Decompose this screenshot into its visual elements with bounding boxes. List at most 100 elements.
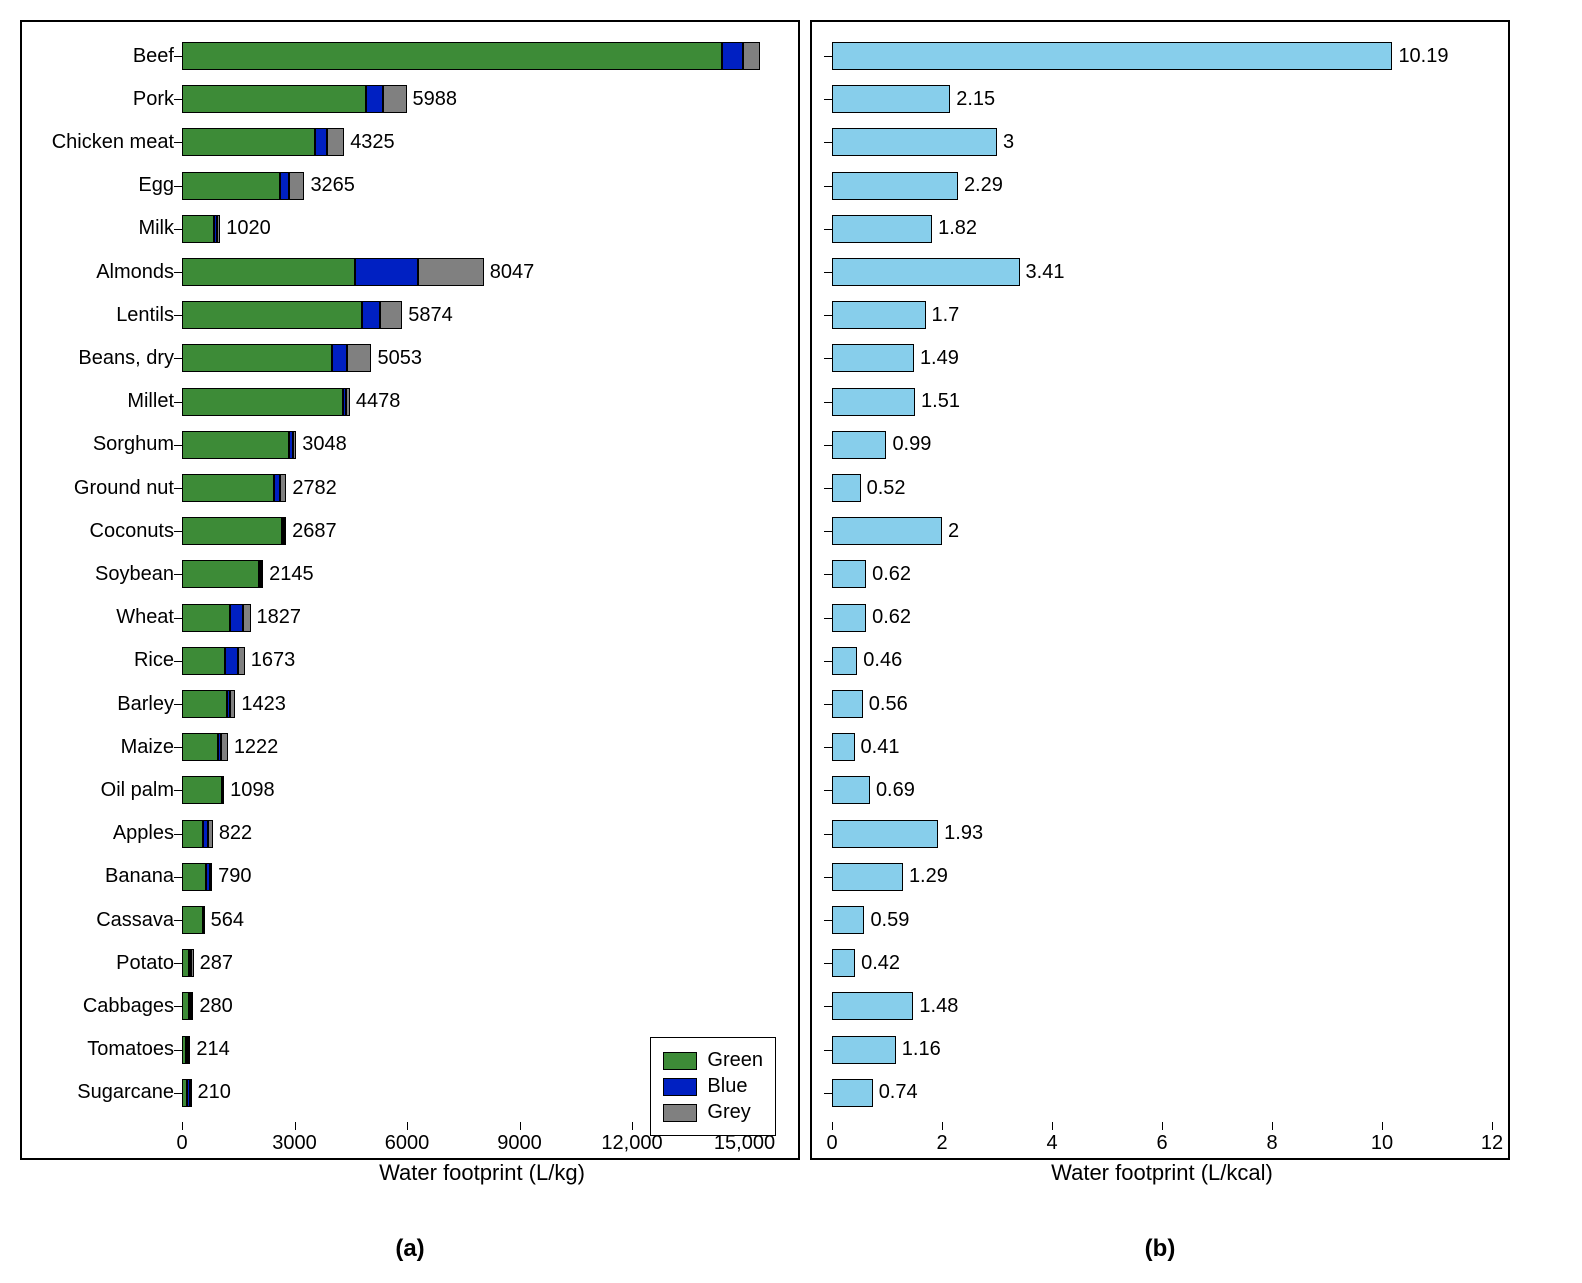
value-label: 0.62 bbox=[872, 606, 911, 629]
x-tick bbox=[832, 1122, 833, 1130]
y-tick bbox=[174, 99, 182, 100]
x-tick bbox=[1052, 1122, 1053, 1130]
bar-row: Tomatoes214 bbox=[182, 1036, 230, 1064]
bar-row: Soybean2145 bbox=[182, 560, 314, 588]
bar-segment-grey bbox=[210, 863, 212, 891]
bar-segment-grey bbox=[230, 690, 235, 718]
y-tick bbox=[174, 56, 182, 57]
bar-segment-green bbox=[182, 733, 218, 761]
bar bbox=[832, 301, 926, 329]
bar-row: 0.69 bbox=[832, 776, 915, 804]
bar-row: 0.62 bbox=[832, 560, 911, 588]
category-label: Potato bbox=[116, 952, 174, 975]
bar-segment-green bbox=[182, 258, 355, 286]
bar-row: Sorghum3048 bbox=[182, 431, 347, 459]
y-tick bbox=[174, 445, 182, 446]
bar-segment-grey bbox=[346, 388, 350, 416]
y-tick bbox=[174, 1093, 182, 1094]
x-tick-label: 0 bbox=[826, 1132, 837, 1155]
y-tick bbox=[824, 1093, 832, 1094]
bar-row: 1.93 bbox=[832, 820, 983, 848]
bar-segment-grey bbox=[190, 1079, 192, 1107]
bar-segment-green bbox=[182, 820, 203, 848]
bar-row: 2 bbox=[832, 517, 959, 545]
bar bbox=[832, 906, 864, 934]
y-tick bbox=[824, 272, 832, 273]
column-a: BeefPork5988Chicken meat4325Egg3265Milk1… bbox=[20, 20, 800, 1263]
value-label: 2.15 bbox=[956, 88, 995, 111]
bar-row: 0.56 bbox=[832, 690, 908, 718]
y-tick bbox=[824, 747, 832, 748]
bar bbox=[832, 820, 938, 848]
legend-label: Green bbox=[707, 1049, 763, 1072]
bar-row: 1.48 bbox=[832, 992, 958, 1020]
bar-segment-green bbox=[182, 431, 289, 459]
bar bbox=[832, 604, 866, 632]
legend-label: Blue bbox=[707, 1075, 747, 1098]
bar-segment-grey bbox=[280, 474, 287, 502]
value-label: 287 bbox=[200, 952, 233, 975]
category-label: Coconuts bbox=[90, 520, 175, 543]
x-tick-label: 10 bbox=[1371, 1132, 1393, 1155]
bar-row: Barley1423 bbox=[182, 690, 286, 718]
bar bbox=[832, 128, 997, 156]
y-tick bbox=[824, 56, 832, 57]
y-tick bbox=[824, 877, 832, 878]
value-label: 1.82 bbox=[938, 217, 977, 240]
bar-segment-blue bbox=[315, 128, 327, 156]
x-tick bbox=[1382, 1122, 1383, 1130]
bar-segment-green bbox=[182, 301, 362, 329]
bar-row: Millet4478 bbox=[182, 388, 400, 416]
bar-row: Almonds8047 bbox=[182, 258, 534, 286]
y-tick bbox=[174, 142, 182, 143]
bar-segment-green bbox=[182, 949, 189, 977]
x-tick bbox=[295, 1122, 296, 1130]
bar-segment-grey bbox=[238, 647, 245, 675]
bar-row: Egg3265 bbox=[182, 172, 355, 200]
bar-row: Maize1222 bbox=[182, 733, 278, 761]
bar bbox=[832, 388, 915, 416]
value-label: 4325 bbox=[350, 131, 395, 154]
bar-segment-grey bbox=[383, 85, 407, 113]
category-label: Rice bbox=[134, 649, 174, 672]
value-label: 790 bbox=[218, 865, 251, 888]
bar-row: Apples822 bbox=[182, 820, 252, 848]
y-tick bbox=[174, 315, 182, 316]
y-tick bbox=[824, 99, 832, 100]
y-tick bbox=[824, 1006, 832, 1007]
category-label: Millet bbox=[127, 390, 174, 413]
x-axis-label: Water footprint (L/kg) bbox=[379, 1160, 585, 1186]
value-label: 3.41 bbox=[1026, 261, 1065, 284]
y-tick bbox=[174, 229, 182, 230]
bar-segment-green bbox=[182, 388, 343, 416]
plot-area-b: 10.192.1532.291.823.411.71.491.510.990.5… bbox=[832, 42, 1492, 1122]
y-tick bbox=[824, 574, 832, 575]
value-label: 5988 bbox=[413, 88, 458, 111]
subtitle-a: (a) bbox=[20, 1235, 800, 1263]
value-label: 2 bbox=[948, 520, 959, 543]
bar-segment-green bbox=[182, 647, 225, 675]
figure-container: BeefPork5988Chicken meat4325Egg3265Milk1… bbox=[20, 20, 1562, 1263]
x-tick bbox=[1492, 1122, 1493, 1130]
bar-row: 2.29 bbox=[832, 172, 1003, 200]
x-tick-label: 6000 bbox=[385, 1132, 430, 1155]
bar-segment-grey bbox=[208, 820, 213, 848]
bar-row: 1.82 bbox=[832, 215, 977, 243]
y-tick bbox=[174, 963, 182, 964]
value-label: 8047 bbox=[490, 261, 535, 284]
legend-row: Green bbox=[663, 1049, 763, 1072]
bar bbox=[832, 85, 950, 113]
y-tick bbox=[824, 834, 832, 835]
category-label: Soybean bbox=[95, 563, 174, 586]
value-label: 0.74 bbox=[879, 1081, 918, 1104]
bar-segment-green bbox=[182, 604, 230, 632]
bar-row: 0.62 bbox=[832, 604, 911, 632]
value-label: 3 bbox=[1003, 131, 1014, 154]
bar-row: 2.15 bbox=[832, 85, 995, 113]
bar-segment-blue bbox=[355, 258, 419, 286]
y-tick bbox=[174, 574, 182, 575]
y-tick bbox=[174, 747, 182, 748]
category-label: Maize bbox=[121, 736, 174, 759]
bar-row: Milk1020 bbox=[182, 215, 271, 243]
category-label: Chicken meat bbox=[52, 131, 174, 154]
